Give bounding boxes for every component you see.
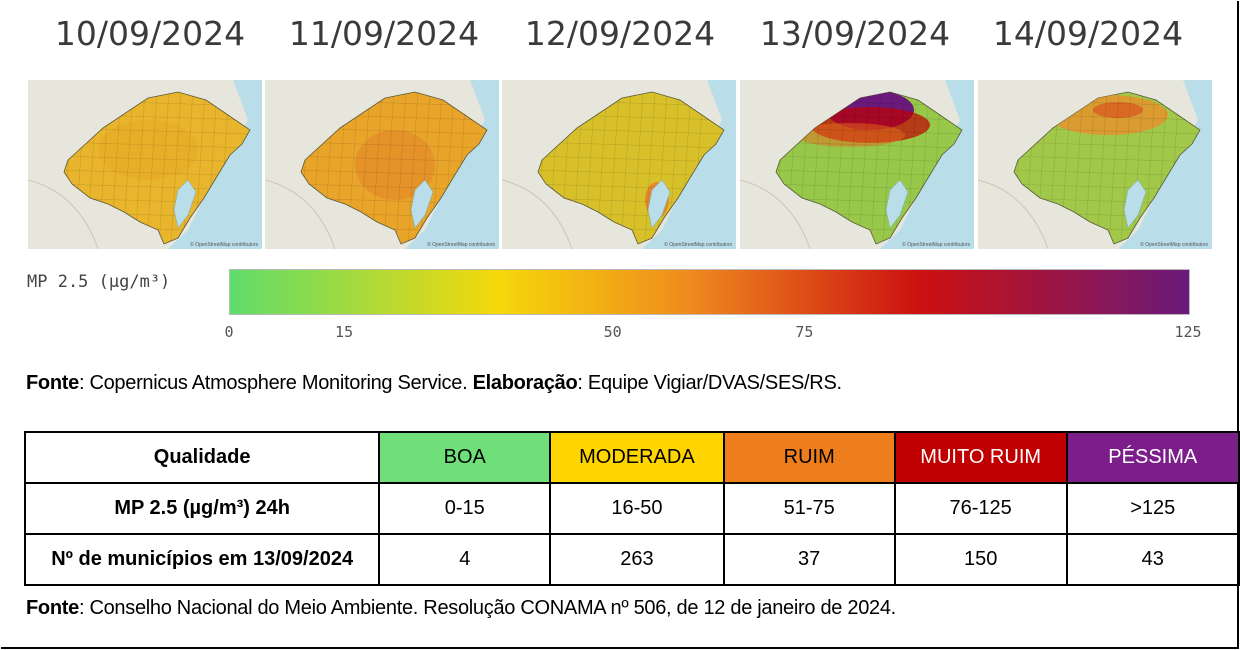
map-panel-1: © OpenStreetMap contributors — [28, 80, 262, 249]
category-boa: BOA — [378, 431, 552, 484]
hotspot-area — [1093, 102, 1143, 118]
municipality-boundary — [608, 92, 620, 244]
municipality-boundary — [858, 92, 870, 244]
scale-tick: 125 — [1174, 323, 1202, 341]
category-ruim: RUIM — [722, 431, 896, 484]
date-label-2: 11/09/2024 — [288, 14, 480, 53]
table-cell: 43 — [1065, 533, 1240, 586]
date-label-3: 12/09/2024 — [524, 14, 716, 53]
air-quality-table: Qualidade BOA MODERADA RUIM MUITO RUIM P… — [23, 431, 1240, 586]
municipality-boundary — [170, 92, 182, 244]
municipality-boundary — [1120, 92, 1132, 244]
row-label: MP 2.5 (µg/m³) 24h — [23, 482, 381, 535]
legend-title: MP 2.5 (µg/m³) — [27, 272, 171, 292]
table-cell: 0-15 — [378, 482, 552, 535]
quality-header: Qualidade — [23, 431, 381, 484]
municipality-boundary — [644, 92, 656, 244]
municipality-boundary — [776, 155, 962, 163]
state-region — [537, 91, 725, 245]
map-panel-4: © OpenStreetMap contributors — [740, 80, 974, 249]
map-attribution: © OpenStreetMap contributors — [427, 241, 495, 248]
source-note-1: Fonte: Copernicus Atmosphere Monitoring … — [26, 372, 842, 394]
scale-tick: 50 — [603, 323, 622, 341]
municipality-boundary — [407, 92, 419, 244]
table-header-row: Qualidade BOA MODERADA RUIM MUITO RUIM P… — [23, 431, 1240, 484]
table-cell: 4 — [378, 533, 552, 586]
table-cell: 51-75 — [722, 482, 896, 535]
category-muito-ruim: MUITO RUIM — [893, 431, 1068, 484]
pollution-hotspot — [355, 130, 435, 200]
lagoa-dos-patos — [410, 179, 434, 229]
border-line — [265, 179, 336, 249]
row-label: Nº de municípios em 13/09/2024 — [23, 533, 381, 586]
border-line — [28, 179, 99, 249]
municipality-boundary — [146, 92, 158, 244]
table-cell: 150 — [893, 533, 1068, 586]
municipality-boundary — [538, 155, 724, 163]
state-region — [1013, 91, 1201, 245]
municipality-boundary — [134, 92, 146, 244]
scale-tick: 0 — [224, 323, 234, 341]
color-scale-bar — [229, 269, 1190, 315]
municipality-boundary — [538, 141, 724, 149]
table-cell: >125 — [1065, 482, 1240, 535]
table-cell: 37 — [722, 533, 896, 586]
table-cell: 263 — [549, 533, 725, 586]
municipality-boundary — [846, 92, 858, 244]
lagoa-dos-patos — [173, 179, 197, 229]
municipality-boundary — [395, 92, 407, 244]
scale-tick: 15 — [335, 323, 354, 341]
lagoa-dos-patos — [885, 179, 909, 229]
municipality-boundary — [1014, 155, 1200, 163]
lagoa-dos-patos — [647, 179, 671, 229]
municipality-boundary — [301, 155, 487, 163]
hotspot-area — [355, 130, 435, 200]
scale-tick: 75 — [795, 323, 814, 341]
source-note-2: Fonte: Conselho Nacional do Meio Ambient… — [26, 597, 896, 619]
state-region — [63, 91, 251, 245]
municipality-boundary — [158, 92, 170, 244]
map-attribution: © OpenStreetMap contributors — [664, 241, 732, 248]
category-pessima: PÉSSIMA — [1065, 431, 1240, 484]
table-row: MP 2.5 (µg/m³) 24h 0-15 16-50 51-75 76-1… — [23, 482, 1240, 535]
municipality-boundary — [383, 92, 395, 244]
border-line — [740, 179, 811, 249]
municipality-boundary — [620, 92, 632, 244]
category-moderada: MODERADA — [549, 431, 725, 484]
hotspot-area — [98, 120, 198, 180]
border-line — [978, 179, 1049, 249]
municipality-boundary — [776, 141, 962, 149]
municipality-boundary — [870, 92, 882, 244]
municipality-boundary — [64, 141, 250, 149]
lagoa-dos-patos — [1123, 179, 1147, 229]
map-panel-3: © OpenStreetMap contributors — [502, 80, 736, 249]
map-attribution: © OpenStreetMap contributors — [190, 241, 258, 248]
date-label-5: 14/09/2024 — [992, 14, 1184, 53]
table-row: Nº de municípios em 13/09/2024 4 263 37 … — [23, 533, 1240, 586]
municipality-boundary — [64, 155, 250, 163]
hotspot-area — [795, 123, 905, 147]
municipality-boundary — [301, 141, 487, 149]
table-cell: 16-50 — [549, 482, 725, 535]
municipality-boundary — [882, 92, 894, 244]
municipality-boundary — [1096, 92, 1108, 244]
pollution-hotspot — [98, 120, 198, 180]
municipality-boundary — [1084, 92, 1096, 244]
border-line — [502, 179, 573, 249]
municipality-boundary — [632, 92, 644, 244]
table-cell: 76-125 — [893, 482, 1068, 535]
map-panel-2: © OpenStreetMap contributors — [265, 80, 499, 249]
municipality-boundary — [1108, 92, 1120, 244]
municipality-boundary — [1014, 141, 1200, 149]
map-panel-5: © OpenStreetMap contributors — [978, 80, 1212, 249]
map-attribution: © OpenStreetMap contributors — [902, 241, 970, 248]
date-label-4: 13/09/2024 — [759, 14, 951, 53]
municipality-boundary — [371, 92, 383, 244]
date-label-1: 10/09/2024 — [54, 14, 246, 53]
map-attribution: © OpenStreetMap contributors — [1140, 241, 1208, 248]
